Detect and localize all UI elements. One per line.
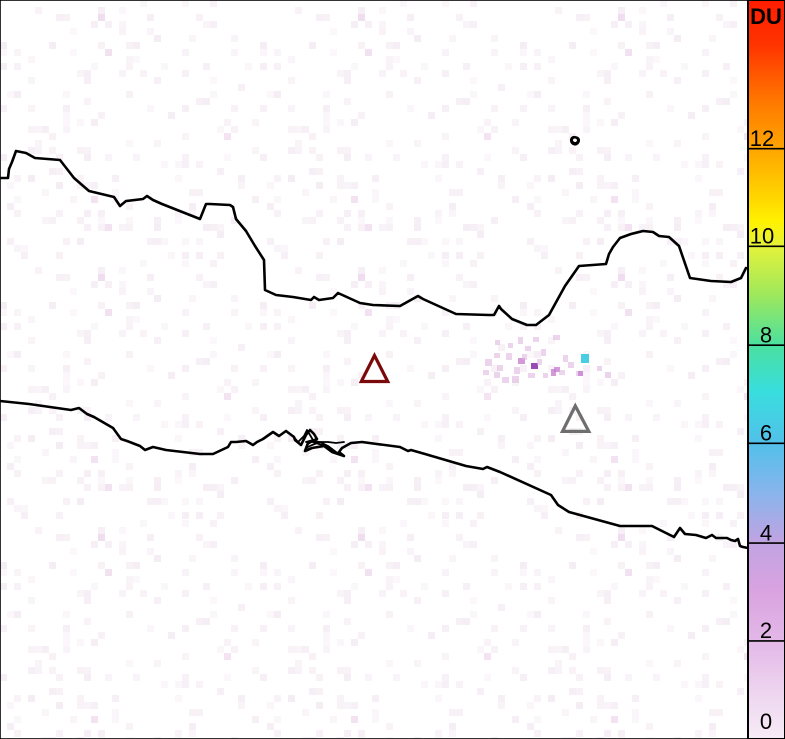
svg-text:12: 12 <box>750 126 774 151</box>
svg-text:6: 6 <box>760 421 772 446</box>
svg-text:10: 10 <box>750 224 774 249</box>
svg-text:4: 4 <box>760 520 772 545</box>
svg-text:8: 8 <box>760 323 772 348</box>
svg-text:2: 2 <box>760 618 772 643</box>
svg-text:DU: DU <box>750 4 782 29</box>
svg-text:0: 0 <box>760 709 772 734</box>
